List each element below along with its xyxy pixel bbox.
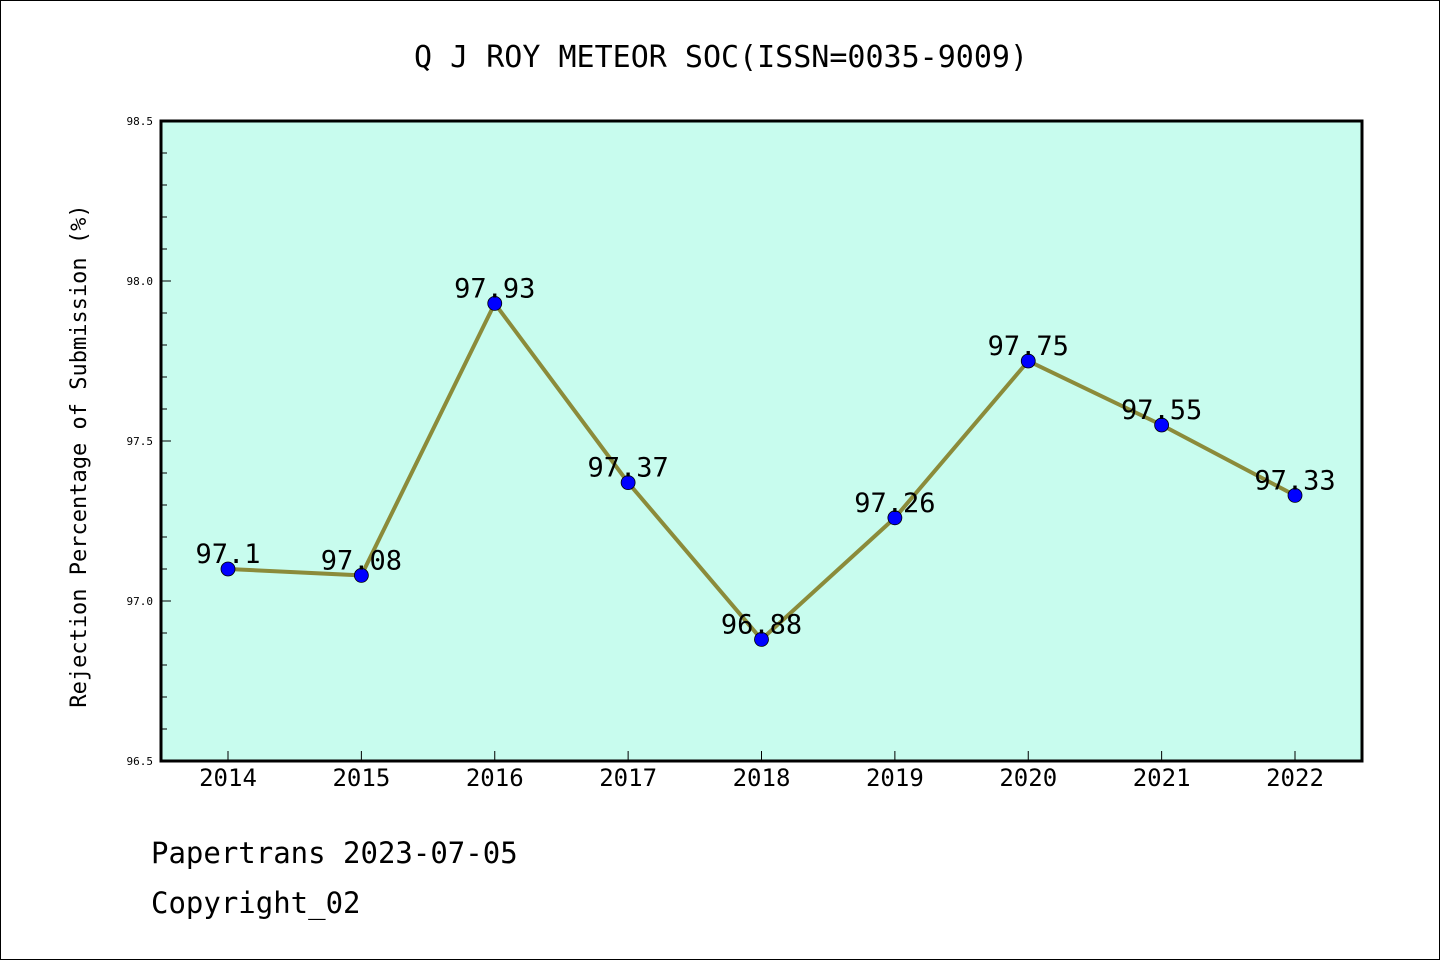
x-axis-ticks: 2014 2015 2016 2017 2018 2019 2020 2021 2022 <box>199 751 1324 792</box>
data-point <box>887 510 903 526</box>
series-markers <box>220 295 1303 647</box>
data-point <box>1020 353 1036 369</box>
chart-title: Q J ROY METEOR SOC(ISSN=0035-9009) <box>414 40 1028 75</box>
x-tick-label: 2017 <box>599 764 657 792</box>
y-tick-label: 98.5 <box>127 115 154 128</box>
data-label: 97.37 <box>587 453 668 484</box>
data-point <box>353 568 369 583</box>
data-label: 97.26 <box>854 488 935 519</box>
data-point <box>1154 417 1170 433</box>
data-label: 97.93 <box>454 273 535 304</box>
x-tick-label: 2020 <box>999 764 1057 792</box>
y-tick-label: 97.0 <box>127 595 154 608</box>
data-label: 97.55 <box>1121 395 1202 426</box>
y-axis-ticks: 96.5 97.0 97.5 98.0 98.5 <box>127 115 171 768</box>
x-tick-label: 2021 <box>1133 764 1191 792</box>
y-tick-label: 97.5 <box>127 435 154 448</box>
data-point <box>487 295 503 311</box>
data-point <box>620 475 636 491</box>
data-label: 97.75 <box>988 331 1069 362</box>
x-tick-label: 2016 <box>466 764 524 792</box>
data-point <box>1287 487 1303 503</box>
x-tick-label: 2015 <box>332 764 390 792</box>
footer-source: Papertrans 2023-07-05 <box>151 836 518 870</box>
x-tick-label: 2022 <box>1266 764 1324 792</box>
data-label: 97.1 <box>195 539 260 570</box>
x-tick-label: 2019 <box>866 764 924 792</box>
x-tick-label: 2018 <box>733 764 791 792</box>
x-tick-label: 2014 <box>199 764 257 792</box>
footer-copyright: Copyright_02 <box>151 886 361 920</box>
y-axis-label: Rejection Percentage of Submission (%) <box>67 204 92 707</box>
plot-area <box>159 119 1364 763</box>
y-tick-label: 96.5 <box>127 755 154 768</box>
data-point <box>754 632 769 647</box>
y-tick-label: 98.0 <box>127 275 154 288</box>
data-label: 96.88 <box>721 609 802 640</box>
data-point <box>220 561 236 577</box>
data-labels: 97.1 97.08 97.93 97.37 96.88 97.26 97.75 97.55 9… <box>195 273 1335 640</box>
data-label: 97.08 <box>321 545 402 576</box>
data-label: 97.33 <box>1254 465 1335 496</box>
